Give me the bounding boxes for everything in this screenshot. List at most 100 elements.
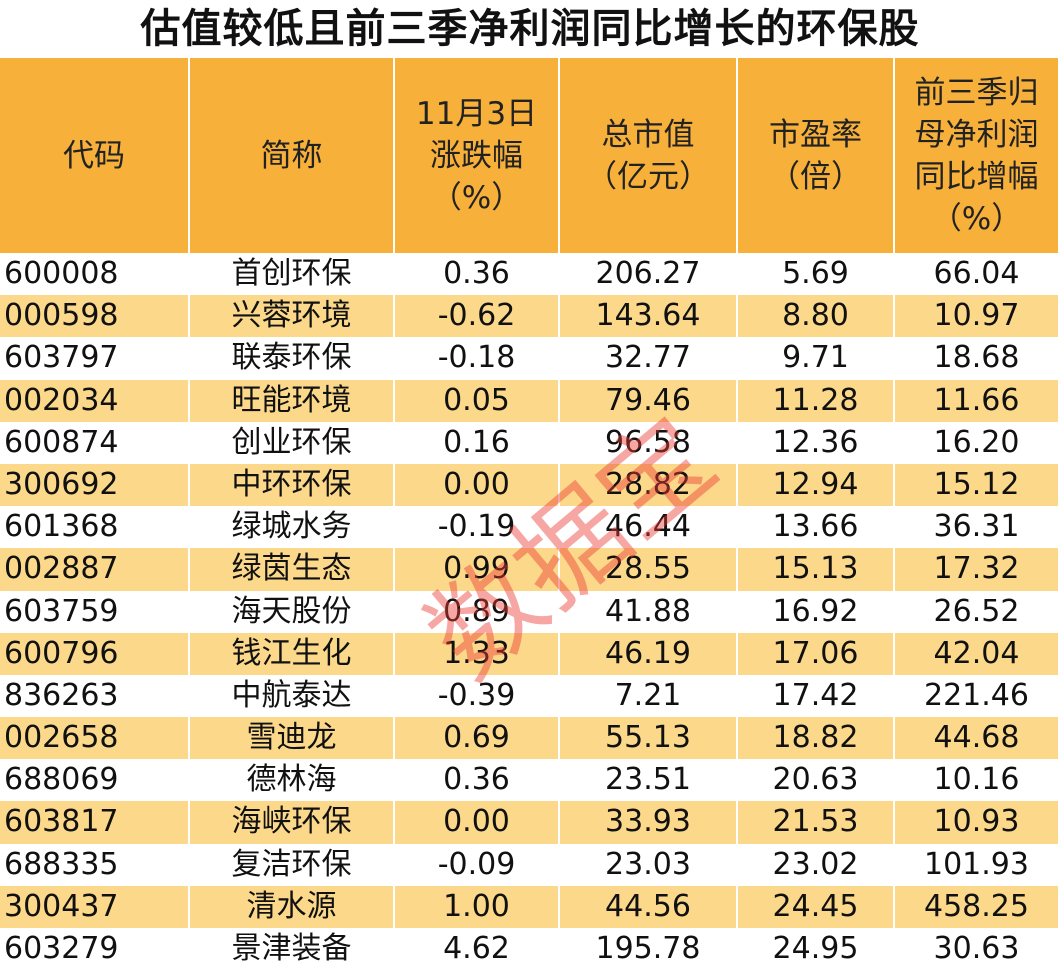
table-cell: 清水源 (190, 885, 395, 928)
table-cell: 复洁环保 (190, 843, 395, 886)
table-cell: 600008 (0, 253, 190, 296)
table-cell: 79.46 (560, 379, 738, 422)
table-cell: 0.00 (395, 801, 560, 844)
table-cell: 联泰环保 (190, 337, 395, 380)
table-cell: -0.18 (395, 337, 560, 380)
table-cell: 603279 (0, 928, 190, 970)
table-cell: 17.32 (895, 548, 1060, 591)
table-cell: 0.16 (395, 421, 560, 464)
table-cell: 21.53 (738, 801, 895, 844)
table-cell: 钱江生化 (190, 632, 395, 675)
table-cell: 17.06 (738, 632, 895, 675)
table-cell: 23.03 (560, 843, 738, 886)
table-cell: 11.28 (738, 379, 895, 422)
table-cell: 10.97 (895, 295, 1060, 338)
table-cell: 221.46 (895, 674, 1060, 718)
table-cell: 雪迪龙 (190, 717, 395, 760)
table-cell: 0.99 (395, 548, 560, 591)
table-cell: 9.71 (738, 337, 895, 380)
table-cell: 603797 (0, 337, 190, 380)
table-cell: 44.68 (895, 717, 1060, 760)
header-cell: 代码 (0, 58, 190, 253)
table-cell: 55.13 (560, 717, 738, 760)
table-cell: 96.58 (560, 421, 738, 464)
table-cell: 12.94 (738, 463, 895, 507)
table-cell: 20.63 (738, 759, 895, 802)
table-cell: 33.93 (560, 801, 738, 844)
table-cell: 绿茵生态 (190, 548, 395, 591)
table-cell: 0.89 (395, 590, 560, 633)
table-cell: 1.00 (395, 885, 560, 928)
table-cell: 195.78 (560, 928, 738, 970)
table-cell: 603759 (0, 590, 190, 633)
table-cell: 24.95 (738, 928, 895, 970)
table-cell: 13.66 (738, 506, 895, 549)
table-cell: 0.69 (395, 717, 560, 760)
table-cell: 海天股份 (190, 590, 395, 633)
table-cell: 688335 (0, 843, 190, 886)
table-cell: 101.93 (895, 843, 1060, 886)
table-cell: 300437 (0, 885, 190, 928)
table-cell: 0.00 (395, 463, 560, 507)
table-cell: -0.39 (395, 674, 560, 718)
table-cell: 0.05 (395, 379, 560, 422)
table-cell: 0.36 (395, 253, 560, 296)
header-cell: 11月3日 涨跌幅 （%） (395, 58, 560, 253)
table-cell: 海峡环保 (190, 801, 395, 844)
table-cell: 206.27 (560, 253, 738, 296)
table-cell: 300692 (0, 463, 190, 507)
table-cell: 18.68 (895, 337, 1060, 380)
table-cell: 中航泰达 (190, 674, 395, 718)
table-cell: 28.82 (560, 463, 738, 507)
table-cell: 688069 (0, 759, 190, 802)
header-cell: 市盈率 （倍） (738, 58, 895, 253)
table-cell: 15.12 (895, 463, 1060, 507)
table-cell: 11.66 (895, 379, 1060, 422)
table-cell: 首创环保 (190, 253, 395, 296)
table-cell: -0.19 (395, 506, 560, 549)
table-cell: -0.62 (395, 295, 560, 338)
table-cell: 30.63 (895, 928, 1060, 970)
table-cell: 德林海 (190, 759, 395, 802)
table-cell: 458.25 (895, 885, 1060, 928)
table-cell: 44.56 (560, 885, 738, 928)
title: 估值较低且前三季净利润同比增长的环保股 (140, 6, 920, 52)
table-cell: 28.55 (560, 548, 738, 591)
table-cell: 66.04 (895, 253, 1060, 296)
table-cell: 002034 (0, 379, 190, 422)
table-cell: 12.36 (738, 421, 895, 464)
table: 代码 简称 11月3日 涨跌幅 （%） 总市值 （亿元） 市盈率 （倍） 前三季归 母净利… (0, 58, 1060, 970)
table-cell: 15.13 (738, 548, 895, 591)
table-cell: 23.02 (738, 843, 895, 886)
table-cell: 0.36 (395, 759, 560, 802)
header-cell: 前三季归 母净利润 同比增幅 （%） (895, 58, 1060, 253)
table-cell: 绿城水务 (190, 506, 395, 549)
table-cell: 836263 (0, 674, 190, 718)
table-cell: 10.93 (895, 801, 1060, 844)
table-cell: 603817 (0, 801, 190, 844)
table-cell: 5.69 (738, 253, 895, 296)
table-cell: 景津装备 (190, 928, 395, 970)
table-cell: 旺能环境 (190, 379, 395, 422)
table-cell: 143.64 (560, 295, 738, 338)
table-cell: 17.42 (738, 674, 895, 718)
table-cell: 002658 (0, 717, 190, 760)
table-cell: 601368 (0, 506, 190, 549)
table-cell: 10.16 (895, 759, 1060, 802)
table-cell: 创业环保 (190, 421, 395, 464)
table-cell: 16.20 (895, 421, 1060, 464)
table-cell: 46.44 (560, 506, 738, 549)
table-cell: 600796 (0, 632, 190, 675)
table-cell: 000598 (0, 295, 190, 338)
table-cell: 中环环保 (190, 463, 395, 507)
table-cell: 26.52 (895, 590, 1060, 633)
table-cell: 42.04 (895, 632, 1060, 675)
table-cell: 32.77 (560, 337, 738, 380)
table-cell: -0.09 (395, 843, 560, 886)
header-cell: 简称 (190, 58, 395, 253)
table-cell: 4.62 (395, 928, 560, 970)
table-cell: 兴蓉环境 (190, 295, 395, 338)
table-cell: 41.88 (560, 590, 738, 633)
table-cell: 46.19 (560, 632, 738, 675)
